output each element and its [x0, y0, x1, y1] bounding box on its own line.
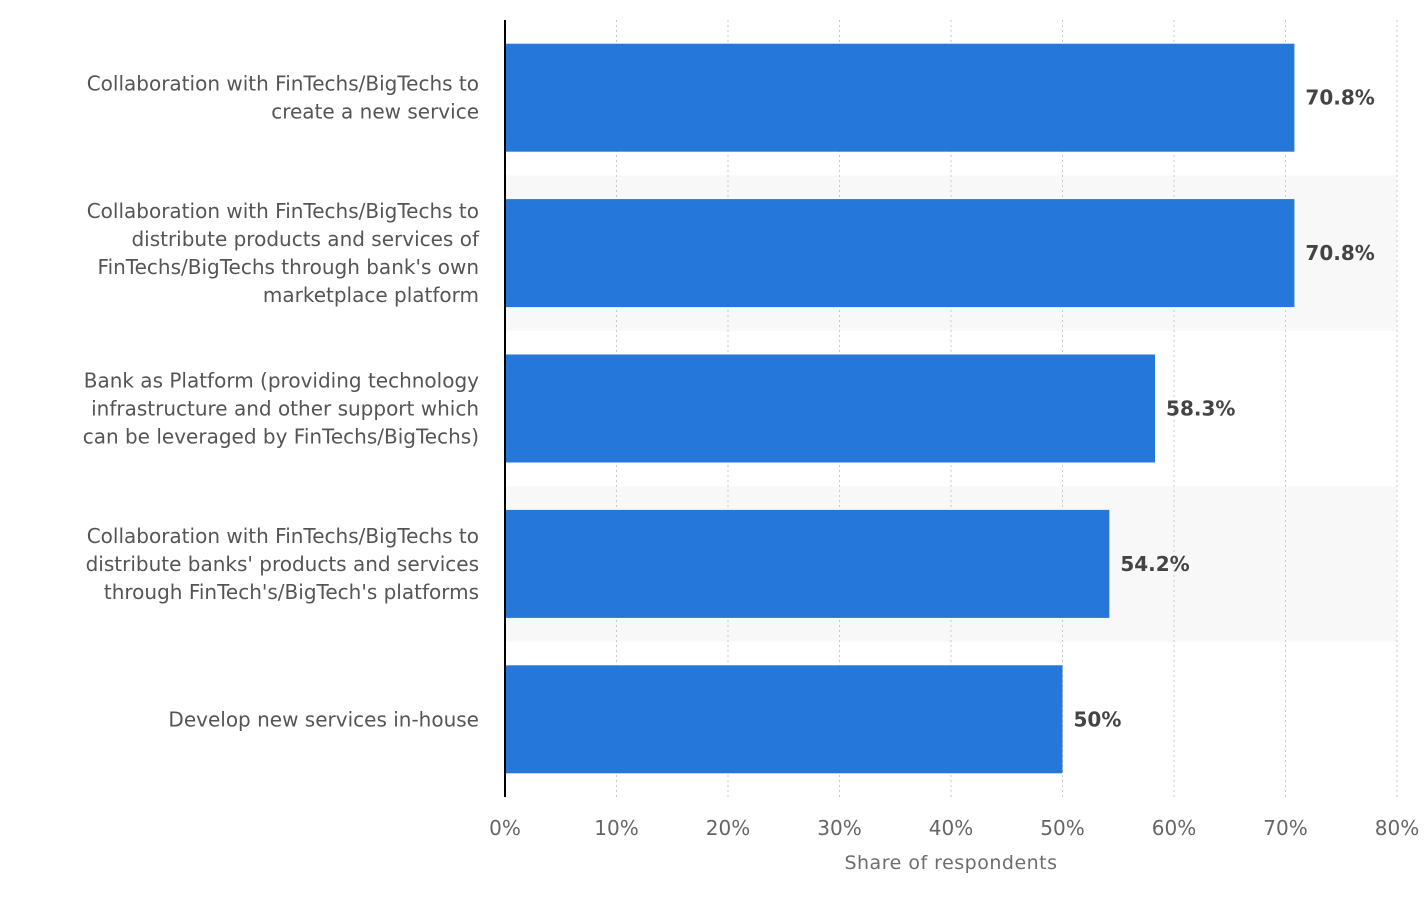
data-label: 70.8% — [1305, 241, 1374, 265]
x-tick-label: 10% — [594, 816, 638, 840]
x-tick-label: 20% — [706, 816, 750, 840]
x-tick-label: 50% — [1040, 816, 1084, 840]
category-label: Bank as Platform (providing technology in… — [83, 369, 479, 449]
data-label: 70.8% — [1305, 86, 1374, 110]
data-label: 54.2% — [1120, 552, 1189, 576]
bar — [505, 354, 1156, 463]
x-axis-title: Share of respondents — [844, 852, 1057, 874]
x-axis-ticks: 0% 10% 20% 30% 40% 50% 60% 70% 80% — [489, 816, 1419, 840]
x-tick-label: 70% — [1263, 816, 1307, 840]
bar — [505, 509, 1110, 618]
bar — [505, 43, 1295, 152]
data-label: 50% — [1074, 707, 1122, 731]
category-labels: Collaboration with FinTechs/BigTechs to c… — [83, 72, 480, 732]
x-tick-label: 30% — [817, 816, 861, 840]
value-labels: 70.8% 70.8% 58.3% 54.2% 50% — [1074, 86, 1375, 732]
bars — [505, 43, 1295, 774]
data-label: 58.3% — [1166, 397, 1235, 421]
x-tick-label: 60% — [1152, 816, 1196, 840]
category-label: Collaboration with FinTechs/BigTechs to d… — [87, 199, 480, 307]
category-label: Develop new services in-house — [168, 707, 479, 731]
bar — [505, 199, 1295, 308]
x-tick-label: 40% — [929, 816, 973, 840]
category-label: Collaboration with FinTechs/BigTechs to d… — [86, 524, 479, 604]
x-tick-label: 80% — [1375, 816, 1419, 840]
x-tick-label: 0% — [489, 816, 521, 840]
category-label: Collaboration with FinTechs/BigTechs to c… — [87, 72, 479, 124]
bar — [505, 665, 1063, 774]
